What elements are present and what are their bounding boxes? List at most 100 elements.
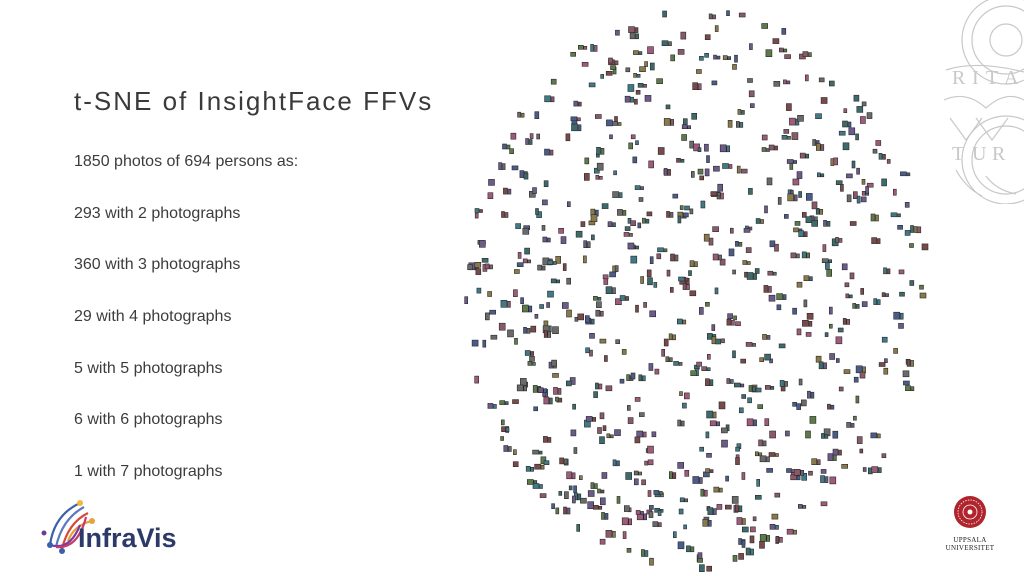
- face-thumbnail: [630, 220, 636, 226]
- face-thumbnail: [550, 78, 557, 85]
- bullet-item: 5 with 5 photographs: [74, 359, 223, 377]
- face-thumbnail: [638, 374, 646, 382]
- face-thumbnail: [856, 106, 864, 113]
- face-thumbnail: [542, 236, 551, 243]
- face-thumbnail: [700, 488, 708, 497]
- face-thumbnail: [635, 510, 644, 515]
- face-thumbnail: [535, 208, 539, 215]
- face-thumbnail: [500, 419, 505, 426]
- face-thumbnail: [710, 191, 721, 197]
- face-thumbnail: [898, 323, 904, 329]
- face-thumbnail: [791, 132, 799, 140]
- bullet-list: 1850 photos of 694 persons as: 293 with …: [74, 152, 298, 514]
- face-thumbnail: [555, 396, 559, 402]
- face-thumbnail: [683, 524, 687, 530]
- face-thumbnail: [615, 298, 622, 306]
- face-thumbnail: [676, 158, 685, 163]
- face-thumbnail: [736, 165, 741, 174]
- face-thumbnail: [878, 362, 886, 367]
- face-thumbnail: [514, 337, 518, 345]
- face-thumbnail: [635, 304, 639, 313]
- face-thumbnail: [516, 384, 527, 392]
- face-thumbnail: [807, 390, 815, 399]
- face-thumbnail: [533, 406, 538, 412]
- face-thumbnail: [544, 95, 555, 103]
- face-thumbnail: [704, 52, 709, 58]
- face-thumbnail: [677, 419, 685, 427]
- bullet-item: 360 with 3 photographs: [74, 256, 241, 274]
- face-thumbnail: [873, 298, 881, 305]
- face-thumbnail: [758, 439, 767, 447]
- face-thumbnail: [621, 517, 632, 526]
- face-thumbnail: [747, 397, 752, 404]
- infravis-logo-mark: [41, 500, 95, 554]
- face-thumbnail: [790, 474, 801, 481]
- face-thumbnail: [653, 490, 663, 495]
- face-thumbnail: [781, 28, 787, 35]
- face-thumbnail: [749, 535, 755, 544]
- face-thumbnail: [635, 140, 639, 145]
- face-thumbnail: [605, 71, 613, 76]
- face-thumbnail: [471, 339, 479, 347]
- face-thumbnail: [769, 523, 779, 530]
- face-thumbnail: [916, 226, 922, 234]
- face-thumbnail: [872, 148, 878, 154]
- face-thumbnail: [799, 152, 810, 159]
- face-thumbnail: [821, 433, 829, 439]
- face-thumbnail: [661, 40, 672, 47]
- face-thumbnail: [805, 430, 811, 439]
- face-thumbnail: [507, 329, 514, 338]
- face-thumbnail: [639, 412, 645, 417]
- face-thumbnail: [522, 304, 533, 313]
- face-thumbnail: [792, 307, 797, 315]
- face-thumbnail: [649, 256, 654, 265]
- face-thumbnail: [696, 69, 702, 74]
- face-thumbnail: [804, 74, 809, 82]
- face-thumbnail: [637, 83, 647, 88]
- face-thumbnail: [693, 143, 700, 152]
- face-thumbnail: [713, 486, 723, 493]
- face-thumbnail: [828, 306, 833, 315]
- face-thumbnail: [540, 456, 547, 465]
- face-thumbnail: [769, 430, 776, 439]
- face-thumbnail: [579, 475, 583, 481]
- face-thumbnail: [573, 447, 578, 454]
- face-thumbnail: [543, 180, 549, 187]
- uppsala-name-line2: UNIVERSITET: [945, 544, 995, 552]
- face-thumbnail: [903, 380, 910, 386]
- face-thumbnail: [624, 505, 630, 512]
- face-thumbnail: [748, 385, 756, 392]
- face-thumbnail: [651, 431, 657, 438]
- face-thumbnail: [614, 429, 621, 436]
- face-thumbnail: [475, 268, 482, 275]
- face-thumbnail: [673, 361, 683, 366]
- face-thumbnail: [474, 261, 482, 268]
- face-thumbnail: [743, 228, 751, 233]
- face-thumbnail: [590, 214, 598, 222]
- face-thumbnail: [596, 147, 605, 155]
- face-thumbnail: [597, 427, 602, 434]
- face-thumbnail: [904, 230, 911, 236]
- face-thumbnail: [555, 256, 561, 264]
- bullet-item: 6 with 6 photographs: [74, 411, 223, 429]
- face-thumbnail: [740, 168, 748, 174]
- face-thumbnail: [768, 452, 779, 457]
- face-thumbnail: [474, 212, 479, 219]
- face-thumbnail: [657, 247, 668, 253]
- face-thumbnail: [709, 420, 721, 427]
- face-thumbnail: [517, 111, 525, 118]
- face-thumbnail: [860, 196, 867, 203]
- face-thumbnail: [742, 260, 751, 265]
- face-thumbnail: [476, 287, 482, 294]
- face-thumbnail: [623, 232, 633, 237]
- face-thumbnail: [670, 253, 679, 262]
- face-thumbnail: [797, 115, 804, 122]
- face-thumbnail: [875, 140, 882, 146]
- face-thumbnail: [830, 158, 835, 166]
- face-thumbnail: [510, 132, 517, 140]
- face-thumbnail: [840, 184, 844, 192]
- face-thumbnail: [546, 302, 550, 308]
- face-thumbnail: [498, 322, 506, 331]
- face-thumbnail: [890, 212, 901, 218]
